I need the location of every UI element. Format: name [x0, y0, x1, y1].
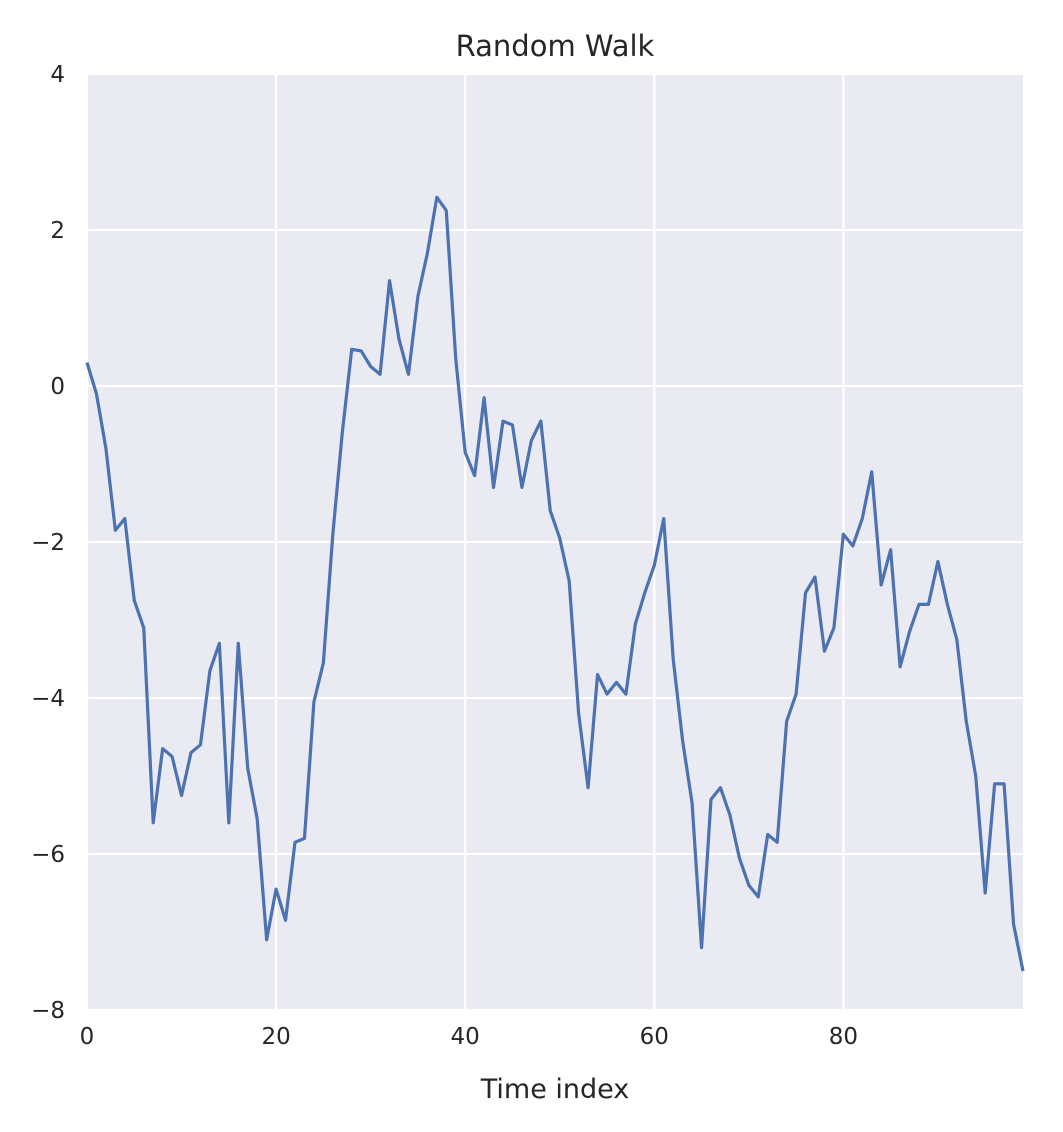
x-tick-label: 0	[80, 1024, 95, 1050]
y-tick-label: 2	[50, 218, 65, 244]
x-tick-label: 40	[451, 1024, 480, 1050]
x-axis-label: Time index	[480, 1074, 630, 1105]
x-tick-label: 60	[640, 1024, 669, 1050]
x-tick-label: 20	[261, 1024, 290, 1050]
y-tick-label: −6	[31, 842, 65, 868]
y-axis-ticks: 4 2 0 −2 −4 −6 −8	[31, 62, 65, 1024]
y-tick-label: −2	[31, 530, 65, 556]
y-tick-label: 4	[50, 62, 65, 88]
chart-title: Random Walk	[456, 29, 655, 63]
series-layer	[85, 195, 1025, 972]
grid-lines	[85, 72, 1023, 1012]
y-tick-label: −4	[31, 686, 65, 712]
y-tick-label: 0	[50, 374, 65, 400]
random-walk-line	[85, 195, 1025, 972]
x-axis-ticks: 0 20 40 60 80	[80, 1024, 858, 1050]
y-tick-label: −8	[31, 998, 65, 1024]
x-tick-label: 80	[829, 1024, 858, 1050]
